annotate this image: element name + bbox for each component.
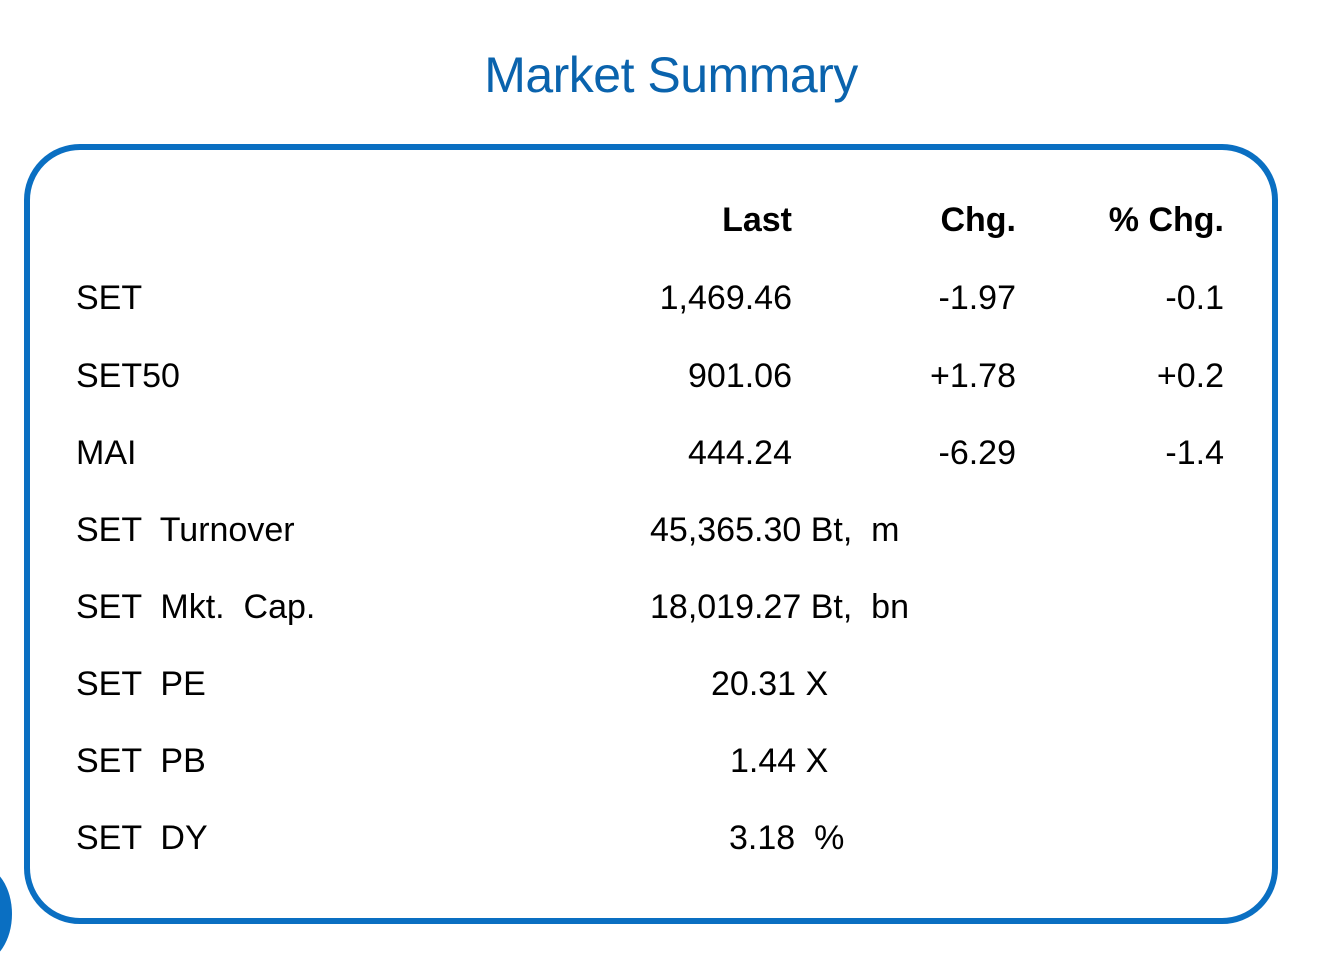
row-last-set: 1,469.46 [659, 279, 792, 317]
stat-value-dy: 3.18 % [729, 819, 845, 857]
row-pct-mai: -1.4 [1165, 434, 1224, 472]
header-pct-chg: % Chg. [1108, 201, 1224, 239]
row-pct-set50: +0.2 [1156, 357, 1224, 395]
stat-label-mkt-cap: SET Mkt. Cap. [76, 588, 316, 626]
header-last: Last [722, 201, 792, 239]
row-last-set50: 901.06 [688, 357, 792, 395]
stat-value-mkt-cap: 18,019.27 Bt, bn [650, 588, 909, 626]
stat-value-turnover: 45,365.30 Bt, m [650, 511, 900, 549]
decorative-circle [0, 866, 12, 962]
stat-label-pb: SET PB [76, 742, 206, 780]
row-label-set50: SET50 [76, 357, 180, 395]
stat-label-turnover: SET Turnover [76, 511, 295, 549]
row-chg-set50: +1.78 [929, 357, 1016, 395]
page-title: Market Summary [484, 47, 858, 103]
row-chg-set: -1.97 [938, 279, 1017, 317]
row-label-mai: MAI [76, 434, 137, 472]
row-chg-mai: -6.29 [938, 434, 1017, 472]
row-label-set: SET [76, 279, 143, 317]
header-chg: Chg. [940, 201, 1016, 239]
stat-label-dy: SET DY [76, 819, 208, 857]
stat-label-pe: SET PE [76, 665, 206, 703]
stat-value-pb: 1.44 X [730, 742, 829, 780]
row-last-mai: 444.24 [688, 434, 792, 472]
row-pct-set: -0.1 [1165, 279, 1224, 317]
stat-value-pe: 20.31 X [711, 665, 829, 703]
market-summary-panel [24, 144, 1278, 924]
